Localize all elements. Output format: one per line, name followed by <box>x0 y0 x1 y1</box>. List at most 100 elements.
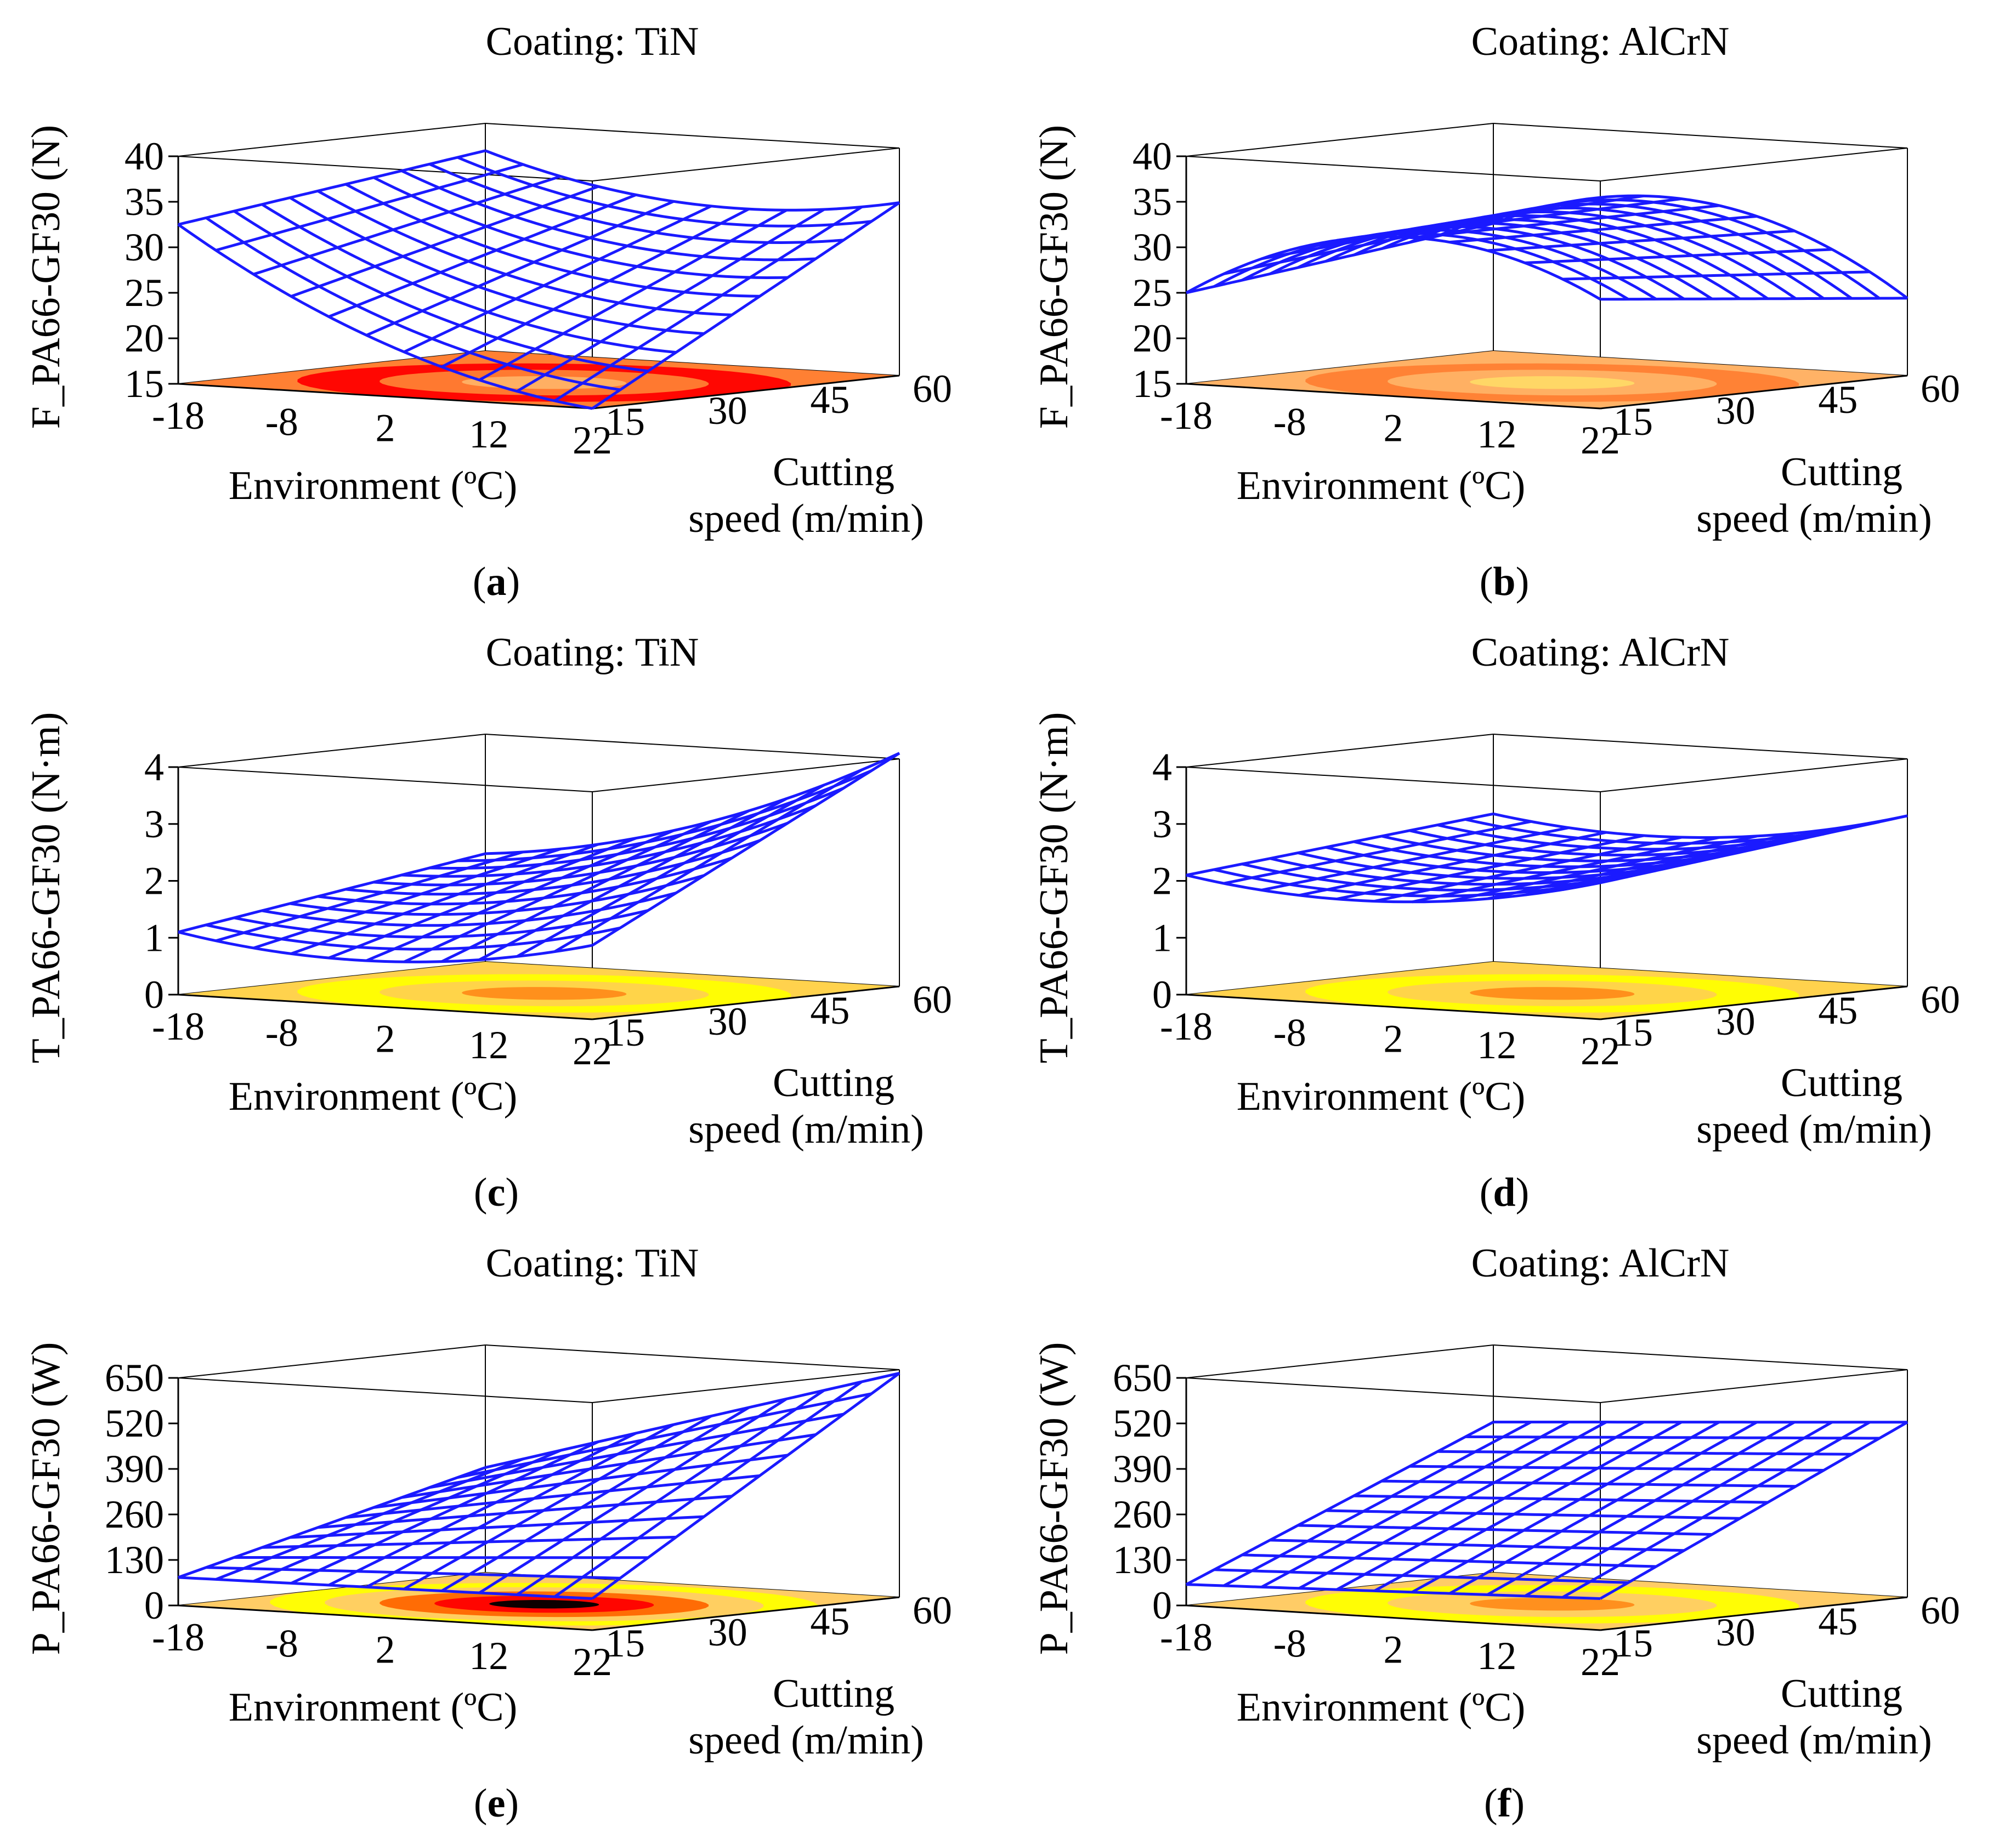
panel-caption: (e) <box>474 1781 519 1826</box>
y-axis-label: speed (m/min) <box>1696 1718 1932 1763</box>
surface-gridline <box>1185 1421 1494 1586</box>
box-edge <box>592 1369 900 1403</box>
surface-gridline <box>1299 831 1607 897</box>
y-axis-label: Cutting <box>1781 1671 1902 1716</box>
y-tick-label: 45 <box>810 1599 850 1643</box>
surface-gridline <box>1600 814 1908 884</box>
box-edge <box>592 758 900 792</box>
x-tick-label: -8 <box>265 1011 298 1054</box>
x-axis-label: Environment (ºC) <box>1237 1685 1525 1730</box>
surface-gridline <box>328 837 637 960</box>
box-edge <box>1600 1369 1908 1403</box>
z-axis-label: T_PA66-GF30 (N·m) <box>1032 712 1077 1064</box>
surface-gridline <box>1600 297 1907 301</box>
surface-gridline <box>234 909 649 939</box>
surface-gridline <box>262 892 677 927</box>
box-edge <box>178 156 593 181</box>
panel-caption-letter: b <box>1493 559 1515 604</box>
x-axis-label: Environment (ºC) <box>229 1685 517 1730</box>
box-edge <box>1493 1344 1908 1370</box>
y-axis-line <box>1600 1596 1908 1631</box>
box-edge <box>485 123 900 149</box>
surface-mesh <box>1185 194 1909 301</box>
y-tick-label: 60 <box>913 1588 952 1632</box>
y-tick-label: 60 <box>1921 978 1960 1022</box>
x-tick-label: 22 <box>573 418 612 462</box>
y-tick-label: 30 <box>1716 1000 1755 1043</box>
x-tick-label: 22 <box>1581 1029 1620 1073</box>
y-tick-label: 45 <box>810 989 850 1032</box>
contour-band <box>1470 987 1635 1000</box>
surface-gridline <box>429 163 844 245</box>
surface-gridline <box>554 206 863 402</box>
x-tick-label: 2 <box>376 406 395 450</box>
contour-band <box>1470 1598 1635 1611</box>
z-tick-label: 30 <box>1132 225 1172 269</box>
surface-gridline <box>403 820 712 963</box>
z-tick-label: 3 <box>1152 802 1172 846</box>
surface-gridline <box>401 1433 816 1499</box>
surface-gridline <box>262 1535 676 1549</box>
z-axis-label: P_PA66-GF30 (W) <box>24 1342 69 1655</box>
box-edge <box>1600 147 1908 181</box>
y-tick-label: 15 <box>1613 1011 1653 1054</box>
surface-gridline <box>1261 1421 1570 1588</box>
surface-gridline <box>206 923 621 951</box>
z-tick-label: 390 <box>105 1447 164 1491</box>
surface-mesh <box>1185 1421 1909 1600</box>
surface-gridline <box>291 185 599 298</box>
surface-gridline <box>429 1412 844 1489</box>
y-tick-label: 60 <box>1921 367 1960 411</box>
y-axis-label: speed (m/min) <box>1696 1107 1932 1152</box>
y-tick-label: 45 <box>810 378 850 422</box>
panel-caption: (f) <box>1484 1781 1525 1826</box>
contour-band <box>462 376 627 389</box>
surface-gridline <box>516 208 825 393</box>
surface-mesh <box>177 149 901 410</box>
y-tick-label: 30 <box>1716 1610 1755 1654</box>
surface-gridline <box>177 223 593 410</box>
surface-gridline <box>290 874 705 916</box>
x-axis-label: Environment (ºC) <box>229 1074 517 1119</box>
contour-band <box>1470 376 1635 389</box>
surface-gridline <box>591 752 901 947</box>
y-axis-label: Cutting <box>773 450 894 495</box>
x-axis-line <box>1186 1604 1601 1631</box>
z-tick-label: 2 <box>1152 859 1172 903</box>
z-tick-label: 520 <box>105 1401 164 1445</box>
box-edge <box>1493 123 1908 149</box>
y-axis-line <box>1600 985 1908 1020</box>
chart-title: Coating: AlCrN <box>1471 1241 1730 1286</box>
surface-gridline <box>289 196 704 335</box>
surface-gridline <box>1297 222 1713 300</box>
z-tick-label: 35 <box>124 180 164 224</box>
x-tick-label: 2 <box>1384 1017 1403 1061</box>
z-tick-label: 3 <box>144 802 164 846</box>
panel-caption: (d) <box>1480 1170 1529 1215</box>
surface-gridline <box>1326 1509 1740 1520</box>
surface-gridline <box>553 1380 863 1598</box>
x-tick-label: 12 <box>1477 1634 1516 1678</box>
z-axis-label: P_PA66-GF30 (W) <box>1032 1342 1077 1655</box>
surface-gridline <box>1412 204 1720 239</box>
z-axis-label: F_PA66-GF30 (N) <box>24 125 69 429</box>
y-tick-label: 15 <box>605 1621 645 1665</box>
z-tick-label: 0 <box>144 1584 164 1627</box>
surface-gridline <box>1493 194 1909 299</box>
surface-gridline <box>554 768 863 953</box>
z-tick-label: 0 <box>1152 973 1172 1017</box>
panel-caption-letter: f <box>1498 1781 1512 1826</box>
x-axis-line <box>1186 994 1601 1020</box>
surface-gridline <box>1242 1553 1656 1568</box>
y-tick-label: 15 <box>1613 1621 1653 1665</box>
surface-gridline <box>328 1432 637 1587</box>
surface-gridline <box>1409 1465 1824 1472</box>
surface-gridline <box>328 194 637 318</box>
surface-mesh <box>178 1371 901 1600</box>
surface-gridline <box>1224 820 1532 885</box>
y-axis-label: speed (m/min) <box>688 496 924 541</box>
z-tick-label: 30 <box>124 225 164 269</box>
